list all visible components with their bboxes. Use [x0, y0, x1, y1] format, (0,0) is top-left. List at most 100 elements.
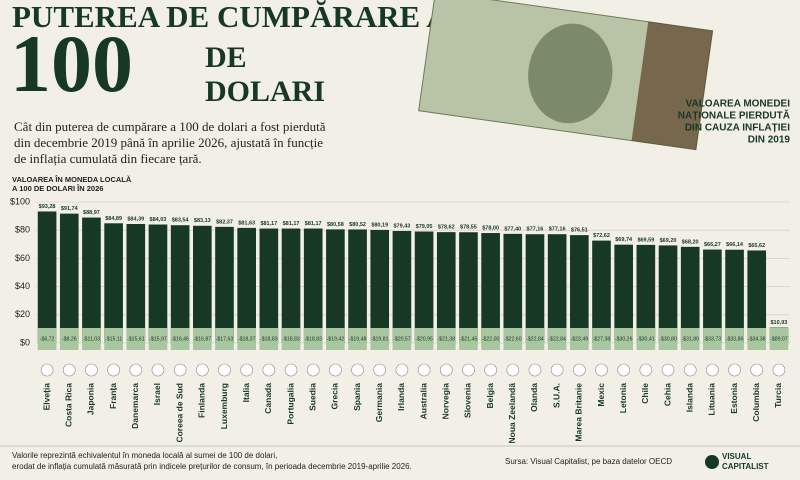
loss-label: -$30,26	[615, 336, 633, 342]
bar	[414, 231, 434, 343]
value-label: $88,97	[83, 210, 100, 216]
loss-box	[636, 328, 656, 350]
value-label: $10,93	[770, 320, 787, 326]
flag	[395, 363, 409, 377]
loss-box	[614, 328, 633, 350]
y-axis-label: A 100 DE DOLARI ÎN 2026	[12, 184, 103, 193]
annotation: DIN CAUZA INFLAȚIEI	[685, 123, 790, 134]
loss-box	[215, 328, 234, 350]
flag	[550, 363, 564, 377]
value-label: $84,89	[105, 216, 122, 222]
x-tick-label: Portugalia	[285, 383, 295, 425]
loss-label: -$22,00	[482, 336, 500, 342]
loss-label: -$21,45	[460, 336, 478, 342]
flag	[750, 363, 764, 377]
loss-box	[259, 328, 279, 350]
x-tick-label: Noua Zeelandă	[507, 383, 517, 444]
loss-box	[658, 328, 678, 350]
loss-label: -$15,61	[127, 336, 145, 342]
loss-box	[703, 328, 722, 350]
flag	[373, 363, 387, 377]
bar	[503, 233, 523, 343]
loss-box	[725, 328, 744, 350]
brand: VISUAL	[722, 452, 751, 461]
bar	[570, 235, 589, 343]
loss-label: -$20,95	[415, 336, 433, 342]
loss-label: -$20,57	[393, 336, 411, 342]
flag	[617, 363, 630, 377]
bar	[658, 245, 678, 343]
flag	[506, 363, 520, 377]
flag	[528, 363, 542, 377]
bar	[193, 225, 212, 343]
x-tick-label: Norvegia	[441, 383, 451, 420]
banknote-portrait	[528, 23, 613, 124]
bar	[747, 250, 767, 343]
loss-label: -$30,41	[637, 336, 655, 342]
y-tick-label: $0	[20, 337, 30, 347]
loss-box	[370, 328, 390, 350]
bar	[370, 229, 390, 343]
title-number: 100	[10, 18, 133, 109]
loss-label: -$21,38	[437, 336, 455, 342]
flag	[417, 363, 431, 377]
loss-label: -$33,73	[704, 336, 722, 342]
loss-label: -$6,72	[40, 336, 55, 342]
flag	[107, 363, 120, 377]
bar	[680, 246, 700, 343]
loss-box	[326, 328, 345, 350]
flag	[129, 363, 143, 377]
bar	[547, 234, 567, 343]
bar	[348, 229, 367, 343]
bar	[303, 228, 323, 343]
bar	[126, 224, 146, 343]
loss-box	[237, 328, 256, 350]
x-tick-label: Belgia	[485, 383, 495, 409]
value-label: $93,28	[39, 204, 56, 210]
value-label: $81,17	[305, 221, 322, 227]
value-label: $79,05	[416, 224, 433, 230]
bar	[82, 217, 101, 343]
x-tick-label: Italia	[241, 383, 251, 403]
x-tick-label: Spania	[352, 383, 362, 411]
bar	[636, 244, 656, 343]
loss-box	[193, 328, 212, 350]
loss-box	[348, 328, 367, 350]
flag	[85, 363, 98, 377]
bar	[459, 232, 478, 343]
value-label: $79,43	[393, 223, 410, 229]
bar	[59, 213, 79, 343]
loss-label: -$16,87	[194, 336, 212, 342]
value-label: $84,39	[127, 216, 144, 222]
x-tick-label: Japonia	[86, 383, 96, 415]
y-tick-label: $100	[10, 196, 30, 206]
loss-label: -$18,83	[304, 336, 322, 342]
x-tick-label: Elveția	[41, 383, 51, 411]
x-tick-label: Luxemburg	[219, 383, 229, 429]
loss-label: -$18,83	[260, 336, 278, 342]
loss-box	[59, 328, 79, 350]
title-line: DOLARI	[205, 75, 325, 108]
loss-label: -$15,97	[149, 336, 167, 342]
bar	[481, 233, 500, 343]
value-label: $83,13	[194, 218, 211, 224]
x-tick-label: Letonia	[618, 383, 628, 413]
annotation: DIN 2019	[748, 135, 791, 146]
bar	[392, 231, 412, 343]
x-tick-label: Marea Britanie	[574, 383, 584, 442]
value-label: $77,16	[527, 227, 544, 233]
value-label: $66,27	[704, 242, 721, 248]
bar	[326, 229, 345, 343]
banknote-burn	[631, 21, 713, 150]
value-label: $77,40	[504, 226, 521, 232]
brand-logo	[705, 455, 719, 469]
title-line: PUTEREA DE CUMPĂRARE A	[12, 0, 449, 34]
x-tick-label: Lituania	[707, 383, 717, 416]
loss-box	[170, 328, 190, 350]
flag	[462, 363, 475, 377]
value-label: $78,00	[482, 225, 499, 231]
x-tick-label: Canada	[263, 383, 273, 414]
bar	[525, 234, 545, 343]
x-tick-label: Turcia	[773, 383, 783, 408]
value-label: $80,58	[327, 222, 344, 228]
